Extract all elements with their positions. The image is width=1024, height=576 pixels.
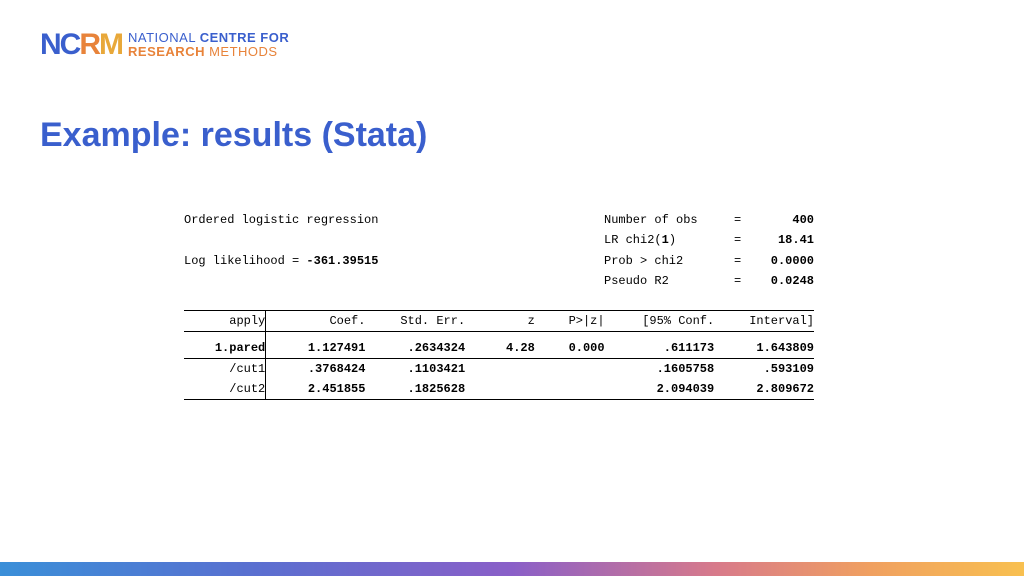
pared-p: 0.000	[535, 338, 605, 359]
logo-letter-r: R	[79, 28, 99, 62]
hdr-coef: Coef.	[266, 310, 366, 331]
stat-lrchi: LR chi2(1) = 18.41	[604, 230, 814, 250]
cut1-se: .1103421	[365, 358, 465, 379]
cut1-coef: .3768424	[266, 358, 366, 379]
slide-title: Example: results (Stata)	[40, 116, 427, 155]
logo-letter-n: N	[40, 28, 60, 62]
logo-text: NATIONAL CENTRE FOR RESEARCH METHODS	[128, 31, 289, 60]
lrchi-value: 18.41	[754, 230, 814, 250]
pared-cih: 1.643809	[714, 338, 814, 359]
cut1-cih: .593109	[714, 358, 814, 379]
table-header-row: apply Coef. Std. Err. z P>|z| [95% Conf.…	[184, 310, 814, 331]
logo-line1: NATIONAL CENTRE FOR	[128, 31, 289, 45]
loglik-row: Log likelihood = -361.39515	[184, 251, 378, 271]
stata-table: apply Coef. Std. Err. z P>|z| [95% Conf.…	[184, 310, 814, 400]
logo-mark: N C R M	[40, 28, 122, 62]
loglik-label: Log likelihood =	[184, 254, 306, 268]
pared-var: 1.pared	[184, 338, 266, 359]
footer-gradient-bar	[0, 562, 1024, 576]
stat-nobs: Number of obs = 400	[604, 210, 814, 230]
stata-header: Ordered logistic regression Log likeliho…	[184, 210, 814, 292]
hdr-var: apply	[184, 310, 266, 331]
hdr-cih: Interval]	[714, 310, 814, 331]
nobs-eq: =	[734, 210, 754, 230]
row-cut2: /cut2 2.451855 .1825628 2.094039 2.80967…	[184, 379, 814, 400]
prob-value: 0.0000	[754, 251, 814, 271]
prob-eq: =	[734, 251, 754, 271]
hdr-cil: [95% Conf.	[605, 310, 715, 331]
ncrm-logo: N C R M NATIONAL CENTRE FOR RESEARCH MET…	[40, 28, 289, 62]
stat-prob: Prob > chi2 = 0.0000	[604, 251, 814, 271]
stata-header-right: Number of obs = 400 LR chi2(1) = 18.41 P…	[604, 210, 814, 292]
hdr-z: z	[465, 310, 535, 331]
cut2-var: /cut2	[184, 379, 266, 400]
lrchi-label: LR chi2(1)	[604, 230, 734, 250]
logo-line2: RESEARCH METHODS	[128, 45, 289, 59]
cut2-coef: 2.451855	[266, 379, 366, 400]
stat-pseudo: Pseudo R2 = 0.0248	[604, 271, 814, 291]
nobs-value: 400	[754, 210, 814, 230]
pared-coef: 1.127491	[266, 338, 366, 359]
cut2-p	[535, 379, 605, 400]
hdr-se: Std. Err.	[365, 310, 465, 331]
row-cut1: /cut1 .3768424 .1103421 .1605758 .593109	[184, 358, 814, 379]
pseudo-eq: =	[734, 271, 754, 291]
cut1-z	[465, 358, 535, 379]
cut2-cih: 2.809672	[714, 379, 814, 400]
lrchi-eq: =	[734, 230, 754, 250]
nobs-label: Number of obs	[604, 210, 734, 230]
logo-letter-m: M	[99, 28, 122, 62]
cut2-cil: 2.094039	[605, 379, 715, 400]
stata-output: Ordered logistic regression Log likeliho…	[184, 210, 814, 400]
cut2-se: .1825628	[365, 379, 465, 400]
logo-letter-c: C	[60, 28, 80, 62]
pared-z: 4.28	[465, 338, 535, 359]
loglik-value: -361.39515	[306, 254, 378, 268]
pared-se: .2634324	[365, 338, 465, 359]
cut1-cil: .1605758	[605, 358, 715, 379]
pared-cil: .611173	[605, 338, 715, 359]
model-label: Ordered logistic regression	[184, 210, 378, 230]
cut2-z	[465, 379, 535, 400]
prob-label: Prob > chi2	[604, 251, 734, 271]
stata-header-left: Ordered logistic regression Log likeliho…	[184, 210, 378, 292]
hdr-p: P>|z|	[535, 310, 605, 331]
row-pared: 1.pared 1.127491 .2634324 4.28 0.000 .61…	[184, 338, 814, 359]
cut1-p	[535, 358, 605, 379]
cut1-var: /cut1	[184, 358, 266, 379]
pseudo-label: Pseudo R2	[604, 271, 734, 291]
pseudo-value: 0.0248	[754, 271, 814, 291]
